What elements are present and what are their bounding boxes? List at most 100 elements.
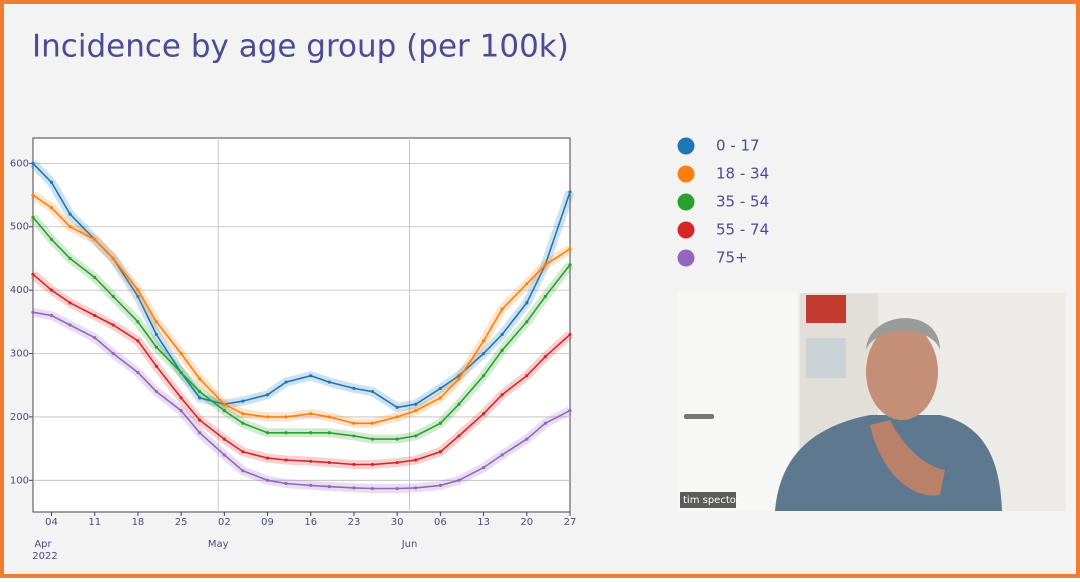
x-tick-label: 18 [132, 517, 145, 528]
point [265, 415, 270, 419]
point [481, 466, 486, 470]
point [198, 431, 202, 435]
legend-label: 55 - 74 [716, 221, 769, 239]
point [327, 460, 331, 465]
x-tick-label: 04 [45, 517, 58, 528]
point [198, 396, 202, 400]
chart-title: Incidence by age group (per 100k) [32, 29, 569, 65]
plot-area [32, 137, 571, 513]
point [222, 453, 226, 457]
point [111, 351, 115, 356]
x-tick-label: 06 [434, 517, 447, 528]
point [438, 396, 442, 400]
point [198, 418, 202, 422]
video-feed: tim spector [678, 293, 1066, 511]
point [457, 377, 461, 381]
year-label: 2022 [32, 551, 57, 562]
point [241, 399, 245, 403]
legend-marker [677, 137, 695, 155]
point [68, 323, 72, 327]
point [438, 483, 442, 487]
point [309, 459, 313, 463]
point [68, 225, 72, 229]
point [395, 405, 399, 410]
point [481, 374, 486, 378]
person-hand [870, 420, 945, 496]
point [309, 483, 313, 487]
point [395, 415, 399, 419]
series-line [32, 194, 571, 425]
point [327, 431, 331, 435]
point [198, 377, 202, 381]
point [179, 351, 183, 356]
legend-label: 75+ [716, 249, 748, 267]
point [543, 421, 547, 425]
point [543, 294, 547, 299]
series-line [32, 311, 571, 490]
point [154, 345, 159, 349]
point [327, 380, 331, 384]
point [265, 456, 270, 460]
door [678, 293, 798, 511]
person-hair [866, 318, 940, 350]
point [352, 462, 356, 467]
point [241, 469, 245, 473]
point [136, 294, 140, 299]
point [370, 462, 375, 467]
point [198, 389, 202, 394]
legend-label: 18 - 34 [716, 165, 769, 183]
point [111, 323, 115, 327]
point [284, 431, 288, 435]
point [31, 215, 35, 219]
month-label: Apr [34, 539, 52, 550]
x-tick-label: 23 [348, 517, 361, 528]
series-line [32, 273, 571, 466]
point [309, 374, 313, 378]
point [438, 386, 442, 390]
point [31, 310, 35, 314]
point [414, 434, 418, 438]
point [500, 307, 504, 311]
x-tick-label: 27 [564, 517, 577, 528]
point [49, 313, 54, 318]
point [49, 237, 54, 242]
point [309, 412, 313, 416]
point [111, 256, 115, 261]
legend-marker [677, 193, 695, 211]
point [352, 386, 356, 390]
legend-marker [677, 221, 695, 239]
point [395, 437, 399, 441]
point [49, 180, 54, 184]
point [31, 161, 35, 165]
point [136, 339, 140, 343]
person-head [866, 324, 938, 420]
x-tick-label: 11 [88, 517, 101, 528]
door-handle [684, 414, 714, 419]
month-label: Jun [401, 539, 418, 550]
point [438, 421, 442, 425]
y-tick-label: 500 [10, 222, 29, 233]
y-tick-label: 200 [10, 412, 29, 423]
month-label: May [208, 539, 229, 550]
x-tick-label: 13 [477, 517, 490, 528]
x-tick-label: 30 [391, 517, 404, 528]
point [352, 486, 356, 490]
point [68, 301, 72, 305]
point [284, 481, 288, 486]
point [265, 478, 270, 482]
point [136, 370, 140, 375]
point [370, 421, 375, 425]
point [284, 380, 288, 384]
point [136, 288, 140, 292]
x-tick-label: 20 [520, 517, 533, 528]
point [568, 263, 572, 267]
point [481, 351, 486, 356]
point [414, 486, 418, 490]
point [543, 263, 547, 267]
point [525, 320, 529, 324]
point [179, 396, 183, 400]
y-tick-label: 600 [10, 158, 29, 169]
point [457, 434, 461, 438]
point [500, 453, 504, 457]
